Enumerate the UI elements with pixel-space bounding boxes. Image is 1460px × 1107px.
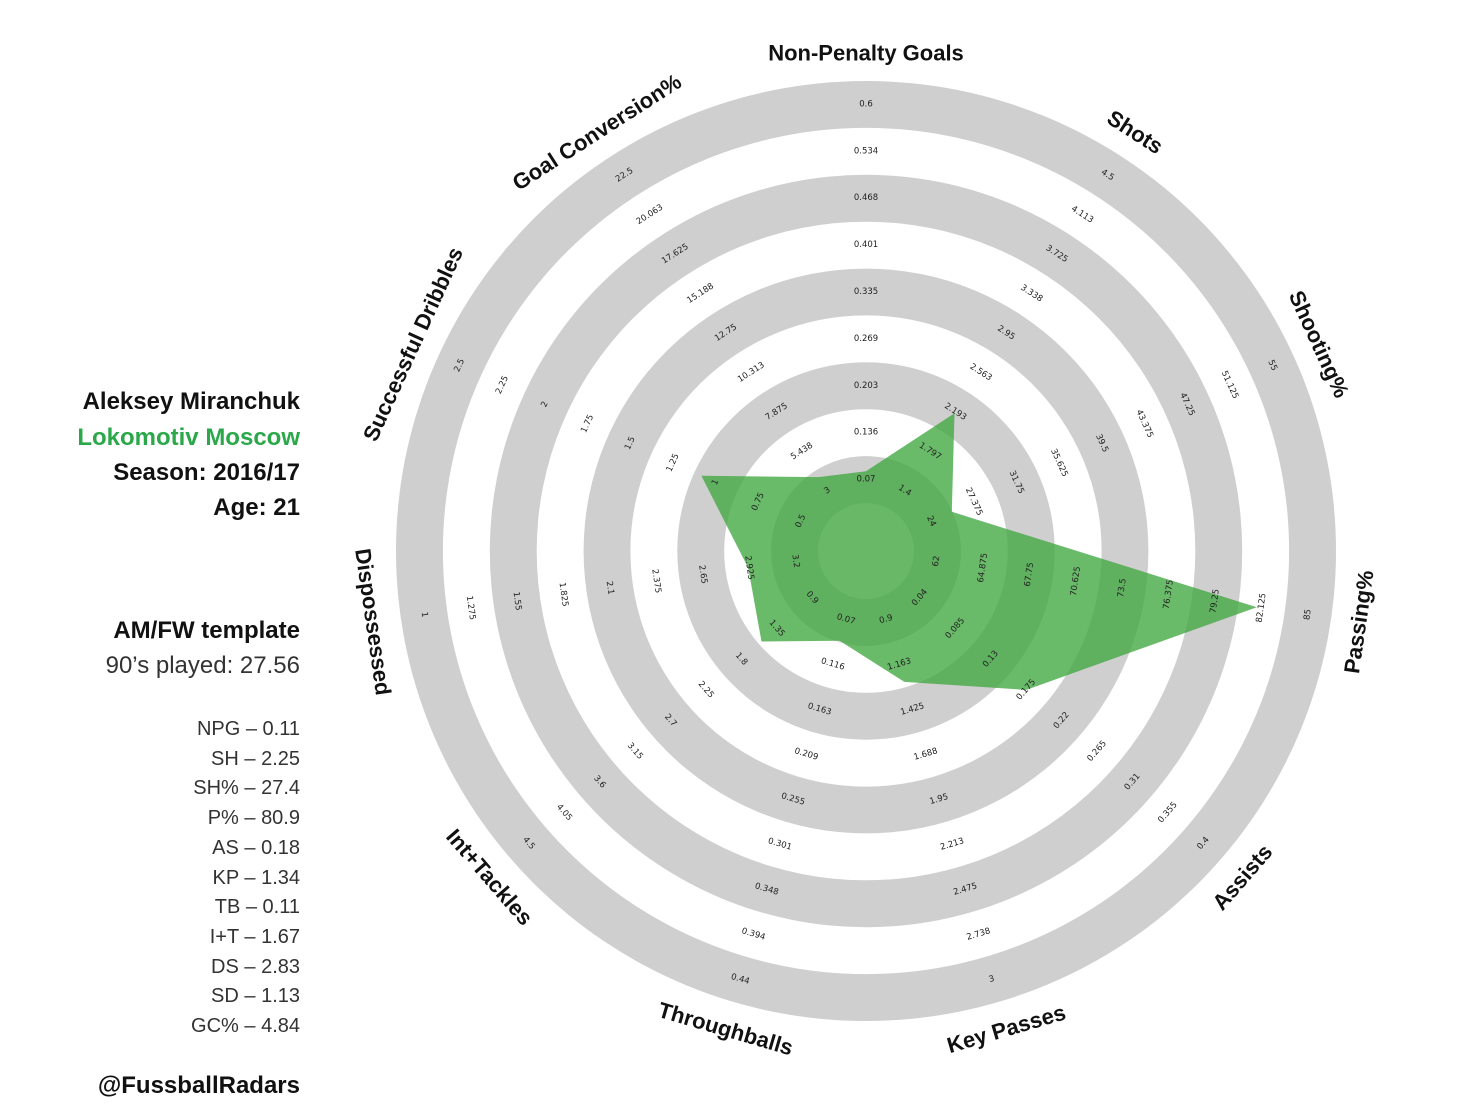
tick-label: 1.55 xyxy=(511,591,524,611)
radar-center-disc xyxy=(818,503,914,599)
tick-label: 62 xyxy=(931,555,942,567)
tick-label: 1 xyxy=(710,478,721,487)
stat-item: TB – 0.11 xyxy=(214,896,300,919)
tick-label: 0.468 xyxy=(854,193,878,203)
tick-label: 0.07 xyxy=(857,475,876,485)
radar-center xyxy=(818,503,914,599)
tick-label: 0.335 xyxy=(854,287,878,297)
player-name: Aleksey Miranchuk xyxy=(82,388,300,415)
tick-label: 3 xyxy=(988,974,996,985)
stat-item: KP – 1.34 xyxy=(212,866,300,889)
tick-label: 2.1 xyxy=(604,580,616,595)
tick-label: 55 xyxy=(1265,358,1279,372)
stat-item: GC% – 4.84 xyxy=(191,1015,300,1038)
tick-label: 1 xyxy=(419,611,430,618)
stat-item: SH – 2.25 xyxy=(211,747,300,770)
template-label: AM/FW template xyxy=(113,617,300,644)
author-handle: @FussballRadars xyxy=(97,1072,300,1099)
tick-label: 24 xyxy=(924,514,938,528)
tick-label: 3 xyxy=(822,485,832,496)
minutes-played-label: 90’s played: 27.56 xyxy=(105,652,300,679)
player-area xyxy=(701,413,1257,690)
tick-label: 1.825 xyxy=(557,582,570,608)
tick-label: 64.875 xyxy=(976,552,990,583)
axis-label: Passing% xyxy=(1339,569,1379,675)
axis-label: Dispossessed xyxy=(350,547,396,697)
tick-label: 3.2 xyxy=(789,554,801,569)
tick-label: 79.25 xyxy=(1209,588,1222,614)
tick-label: 2 xyxy=(539,400,550,409)
tick-label: 76.375 xyxy=(1162,579,1176,610)
tick-label: 85 xyxy=(1302,609,1313,621)
tick-label: 67.75 xyxy=(1023,562,1036,588)
axis-label: Non-Penalty Goals xyxy=(768,41,964,66)
tick-label: 0.269 xyxy=(854,334,878,344)
stat-item: P% – 80.9 xyxy=(207,807,300,830)
season-label: Season: 2016/17 xyxy=(113,459,300,486)
player-info-panel: Aleksey Miranchuk Lokomotiv Moscow Seaso… xyxy=(0,0,300,1107)
tick-label: 0.534 xyxy=(854,146,878,156)
tick-label: 2.65 xyxy=(696,564,709,584)
stat-list: NPG – 0.11 SH – 2.25 SH% – 27.4 P% – 80.… xyxy=(191,715,300,1042)
tick-label: 1.275 xyxy=(464,595,477,621)
tick-label: 0.203 xyxy=(854,381,878,391)
stat-item: SD – 1.13 xyxy=(211,985,300,1008)
tick-label: 0.136 xyxy=(854,428,878,438)
tick-label: 70.625 xyxy=(1069,566,1083,597)
tick-label: 0.9 xyxy=(878,613,894,626)
team-name: Lokomotiv Moscow xyxy=(77,424,300,451)
age-label: Age: 21 xyxy=(213,494,300,521)
tick-label: 82.125 xyxy=(1255,592,1269,623)
stat-item: NPG – 0.11 xyxy=(196,718,300,740)
stat-item: DS – 2.83 xyxy=(211,955,300,978)
stat-item: SH% – 27.4 xyxy=(193,777,300,800)
tick-label: 2.925 xyxy=(742,555,755,581)
stat-item: I+T – 1.67 xyxy=(209,925,300,948)
tick-label: 0.401 xyxy=(854,240,878,250)
tick-label: 0.6 xyxy=(859,99,873,109)
tick-label: 73.5 xyxy=(1116,578,1129,598)
tick-label: 2.375 xyxy=(649,568,662,594)
player-polygon xyxy=(701,413,1257,690)
tick-labels: 0.07 0.136 0.203 0.269 0.335 0.401 0.468 0.534 0… xyxy=(419,99,1314,987)
stat-item: AS – 0.18 xyxy=(212,836,300,859)
